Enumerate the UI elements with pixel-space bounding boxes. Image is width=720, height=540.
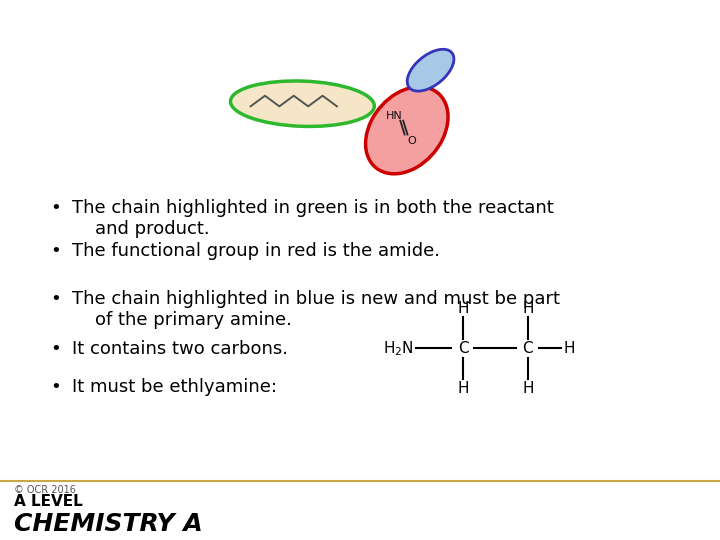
Text: The chain highlighted in green is in both the reactant
    and product.: The chain highlighted in green is in bot… [72, 199, 554, 238]
Text: © OCR 2016: © OCR 2016 [14, 485, 76, 495]
Ellipse shape [408, 49, 454, 91]
Ellipse shape [366, 87, 448, 174]
Text: It contains two carbons.: It contains two carbons. [72, 340, 288, 359]
Text: H: H [457, 301, 469, 316]
Text: H$_2$N: H$_2$N [383, 339, 414, 357]
Text: O: O [408, 136, 416, 146]
Ellipse shape [230, 81, 374, 126]
Text: •: • [50, 199, 61, 218]
Text: H: H [457, 381, 469, 396]
Text: •: • [50, 340, 61, 359]
Text: H: H [522, 301, 534, 316]
Text: •: • [50, 290, 61, 308]
Text: •: • [50, 242, 61, 260]
Text: A LEVEL: A LEVEL [14, 494, 83, 509]
Text: C: C [523, 341, 533, 356]
Text: H: H [522, 381, 534, 396]
Text: •: • [50, 377, 61, 396]
Text: It must be ethlyamine:: It must be ethlyamine: [72, 377, 277, 396]
Text: The chain highlighted in blue is new and must be part
    of the primary amine.: The chain highlighted in blue is new and… [72, 290, 560, 329]
Text: CHEMISTRY A: CHEMISTRY A [14, 511, 203, 536]
Text: HN: HN [386, 111, 403, 121]
Text: H: H [564, 341, 575, 356]
Text: C: C [458, 341, 468, 356]
Text: The functional group in red is the amide.: The functional group in red is the amide… [72, 242, 440, 260]
